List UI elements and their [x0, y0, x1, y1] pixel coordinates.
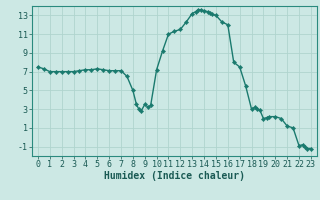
X-axis label: Humidex (Indice chaleur): Humidex (Indice chaleur) — [104, 171, 245, 181]
